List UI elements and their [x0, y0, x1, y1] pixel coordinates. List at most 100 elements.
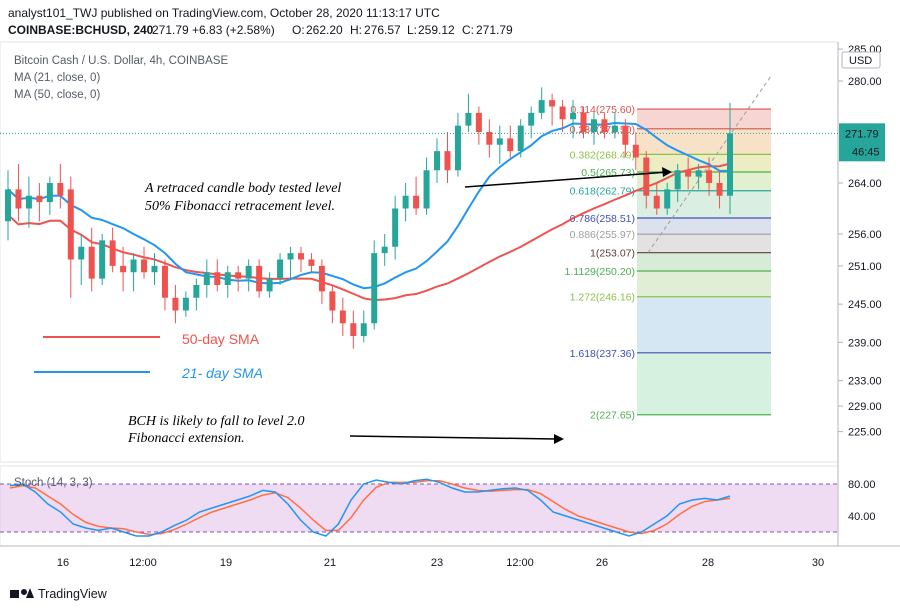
current-price-badge	[839, 123, 885, 162]
candle-body	[287, 253, 294, 260]
currency-box	[841, 51, 881, 69]
candle-body	[25, 195, 32, 209]
ohlc-o-value: 262.20	[306, 23, 343, 37]
candle-body	[308, 259, 315, 266]
candle-body	[392, 208, 399, 247]
price-tick-label: 245.00	[848, 299, 882, 311]
footer-brand[interactable]: TradingView	[38, 587, 108, 601]
candle-body	[423, 170, 430, 209]
price-tick-label: 256.00	[848, 229, 882, 241]
fib-trend-line	[647, 74, 773, 253]
current-price-label: 271.79	[845, 128, 879, 140]
price-axis[interactable]: 285.00280.00264.00256.00251.00245.00239.…	[838, 44, 885, 523]
candle-body	[632, 144, 639, 158]
chart-header: analyst101_TWJ published on TradingView.…	[8, 6, 513, 37]
fib-level-label: 1.272(246.16)	[570, 292, 635, 304]
ohlc-h-value: 276.57	[364, 23, 401, 37]
candle-body	[434, 151, 441, 171]
fall-arrowhead	[554, 434, 564, 444]
candle-body	[141, 259, 148, 273]
fib-level-label: 0.382(268.49)	[570, 149, 635, 161]
fib-level-label: 1(253.07)	[590, 248, 635, 260]
moving-averages	[7, 121, 731, 302]
countdown-label: 46:45	[852, 146, 880, 158]
fib-band	[637, 270, 771, 297]
legend-ma50: MA (50, close, 0)	[14, 89, 100, 101]
time-tick-label: 12:00	[506, 557, 534, 569]
fib-level-label: 1.1129(250.20)	[565, 266, 635, 278]
candle-body	[350, 323, 357, 336]
candle-body	[266, 278, 273, 292]
candle-body	[277, 259, 284, 279]
candle-body	[413, 195, 420, 209]
time-tick-label: 12:00	[129, 557, 157, 569]
candle-body	[109, 240, 116, 266]
retrace-arrowhead	[662, 167, 672, 177]
ohlc-c-label: C:	[462, 23, 474, 37]
candle-body	[454, 125, 461, 171]
sma50-label: 50-day SMA	[182, 331, 260, 347]
candle-body	[151, 265, 158, 273]
annotations[interactable]: A retraced candle body tested level 50% …	[34, 167, 672, 446]
candle-body	[538, 100, 545, 113]
candle-body	[570, 112, 577, 120]
candle-body	[67, 189, 74, 260]
symbol-label: COINBASE:BCHUSD, 240	[8, 23, 154, 37]
change-value: +6.83 (+2.58%)	[192, 23, 275, 37]
candle-body	[172, 297, 179, 311]
time-tick-label: 30	[812, 557, 824, 569]
fall-note-line2: Fibonacci extension.	[127, 431, 245, 446]
price-tick-label: 264.00	[848, 178, 882, 190]
stoch-tick-label: 80.00	[848, 479, 876, 491]
candle-body	[193, 285, 200, 298]
candle-body	[716, 183, 723, 196]
candle-body	[36, 195, 43, 203]
candle-body	[15, 189, 22, 209]
candle-body	[161, 265, 168, 298]
ma50-line	[7, 162, 731, 302]
candle-body	[496, 138, 503, 145]
ohlc-l-label: L:	[407, 23, 417, 37]
currency-label: USD	[849, 55, 872, 67]
stoch-k-line	[9, 478, 731, 537]
candle-body	[643, 157, 650, 196]
time-axis[interactable]: 16 12:00 19 21 23 12:00 26 28 30	[57, 557, 824, 569]
time-tick-label: 26	[596, 557, 608, 569]
fib-level-label: 0.618(262.79)	[570, 186, 635, 198]
ohlc-c-value: 271.79	[476, 23, 513, 37]
candle-body	[214, 272, 221, 285]
candles	[0, 87, 838, 349]
footer[interactable]: TradingView	[10, 587, 108, 601]
candle-body	[329, 291, 336, 311]
time-tick-label: 19	[220, 557, 232, 569]
candle-body	[444, 151, 451, 171]
time-tick-label: 21	[324, 557, 336, 569]
ma21-line	[7, 121, 731, 290]
candle-body	[297, 253, 304, 260]
candle-body	[402, 195, 409, 209]
time-tick-label: 16	[57, 557, 69, 569]
price-tick-label: 239.00	[848, 337, 882, 349]
fib-band	[637, 109, 771, 129]
fall-note-line1: BCH is likely to fall to level 2.0	[128, 414, 305, 429]
price-tick-label: 225.00	[848, 427, 882, 439]
candle-body	[120, 265, 127, 273]
candle-body	[559, 106, 566, 120]
stoch-d-line	[9, 480, 731, 536]
candle-body	[549, 100, 556, 107]
candle-body	[99, 240, 106, 279]
legend-stoch: Stoch (14, 3, 3)	[14, 477, 93, 489]
candle-body	[381, 246, 388, 254]
time-tick-label: 28	[702, 557, 714, 569]
stoch-band	[0, 484, 838, 532]
candle-body	[78, 246, 85, 260]
candle-body	[528, 112, 535, 126]
ohlc-h-label: H:	[350, 23, 362, 37]
candle-body	[256, 265, 263, 292]
ohlc-o-label: O:	[292, 23, 305, 37]
candle-body	[674, 170, 681, 190]
fib-band	[637, 217, 771, 235]
price-tick-label: 233.00	[848, 376, 882, 388]
stoch-tick-label: 40.00	[848, 511, 876, 523]
